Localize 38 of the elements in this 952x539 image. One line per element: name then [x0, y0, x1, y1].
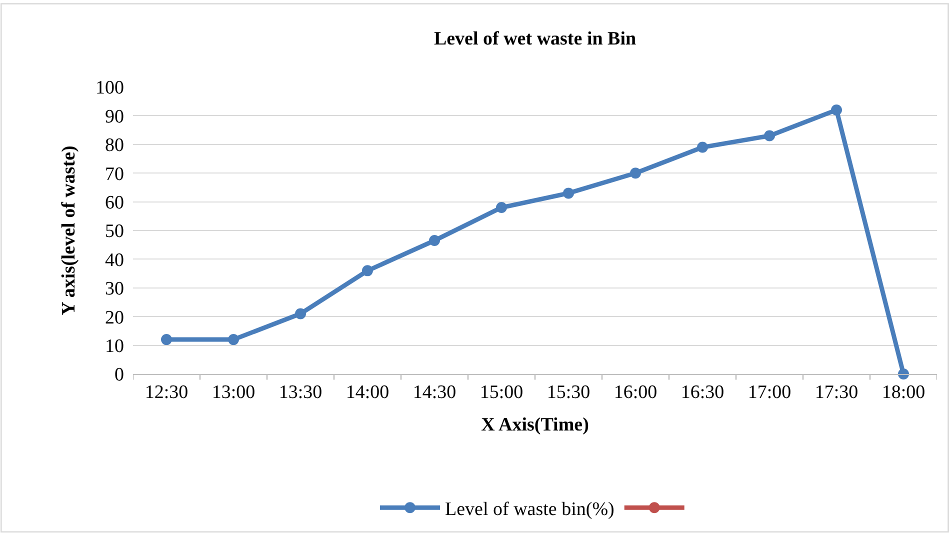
y-tick-label: 10	[105, 336, 124, 357]
x-axis-title: X Axis(Time)	[481, 414, 589, 436]
x-tick-label: 17:00	[748, 382, 792, 403]
x-tick-label: 13:00	[212, 382, 256, 403]
x-tick-label: 18:00	[882, 382, 926, 403]
legend-label: Level of waste bin(%)	[445, 499, 614, 520]
y-tick-label: 0	[114, 364, 124, 386]
y-tick-label: 100	[96, 78, 124, 99]
point	[630, 168, 641, 179]
x-tick-label: 15:30	[546, 382, 590, 403]
y-tick-label: 80	[105, 135, 124, 156]
point	[831, 104, 842, 116]
y-tick-label: 40	[105, 250, 124, 271]
point	[228, 334, 239, 346]
y-tick-label: 20	[105, 307, 124, 328]
y-tick-label: 60	[105, 192, 124, 214]
point	[295, 308, 306, 320]
x-tick-label: 16:30	[680, 382, 724, 403]
x-tick-label: 14:00	[346, 382, 390, 403]
point	[764, 130, 775, 142]
x-tick-label: 12:30	[144, 382, 188, 403]
y-tick-label: 90	[105, 106, 124, 128]
y-tick-label: 70	[105, 164, 124, 185]
point	[429, 235, 440, 246]
point	[496, 202, 507, 214]
y-axis-title: Y axis(level of waste)	[58, 146, 80, 316]
point	[362, 265, 373, 276]
point	[697, 142, 708, 153]
point	[563, 188, 574, 199]
y-tick-label: 30	[105, 278, 124, 300]
x-tick-label: 15:00	[480, 382, 524, 403]
x-tick-label: 16:00	[614, 382, 658, 403]
x-tick-label: 13:30	[278, 382, 322, 403]
x-tick-label: 14:30	[412, 382, 456, 403]
x-tick-label: 17:30	[814, 382, 858, 403]
chart-title: Level of wet waste in Bin	[434, 28, 636, 50]
point	[161, 334, 172, 346]
y-tick-label: 50	[105, 221, 124, 242]
